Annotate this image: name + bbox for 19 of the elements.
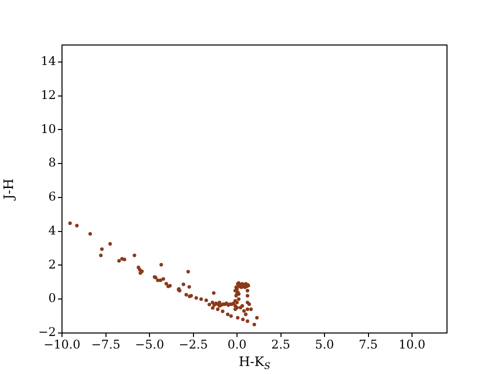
y-tick-label: 4: [48, 223, 56, 238]
x-tick-label: −2.5: [178, 337, 208, 352]
y-tick-label: 14: [40, 54, 56, 68]
y-tick-label: 8: [48, 156, 56, 170]
x-tick-label: 5.0: [314, 337, 334, 352]
y-tick-label: −2: [38, 325, 56, 340]
y-tick-label: 0: [48, 291, 56, 306]
x-tick-label: −5.0: [134, 337, 164, 352]
y-axis-title: J-H: [2, 178, 18, 202]
x-tick-label: 0.0: [227, 337, 247, 352]
x-tick-label: 7.5: [358, 337, 378, 352]
y-tick-label: 2: [48, 257, 56, 272]
x-tick-label: 2.5: [271, 337, 290, 352]
x-tick-label: −7.5: [91, 337, 120, 352]
x-tick-label: 10.0: [398, 337, 426, 352]
y-tick-label: 12: [40, 88, 56, 102]
y-tick-label: 6: [48, 190, 56, 204]
x-tick-label: −10.0: [44, 337, 80, 352]
y-tick-label: 10: [40, 122, 56, 136]
